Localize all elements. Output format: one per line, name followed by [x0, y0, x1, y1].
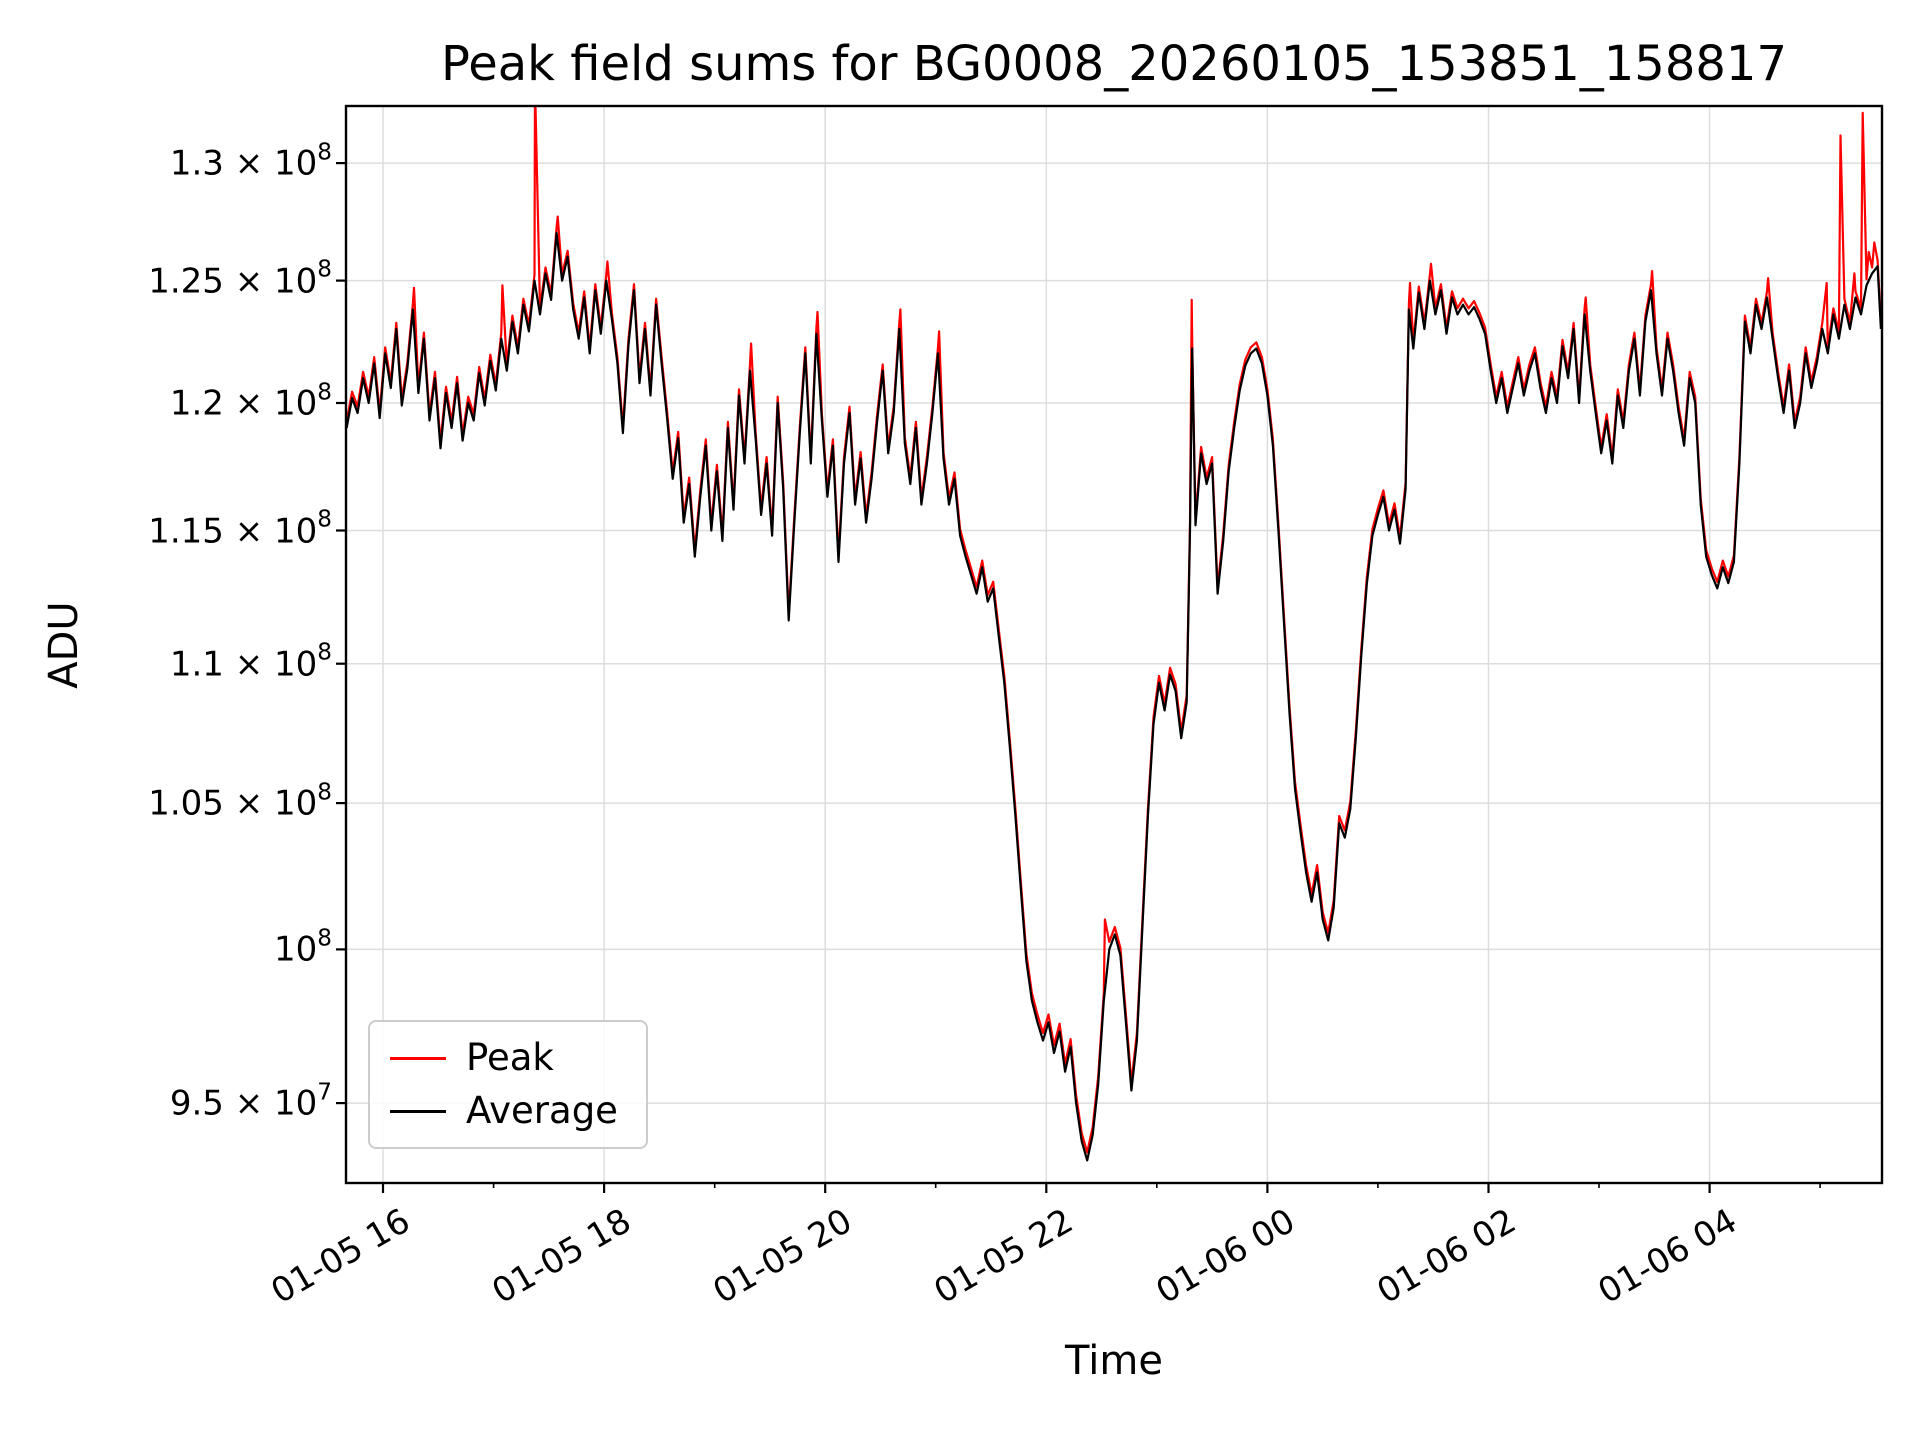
average-legend-line-icon [390, 1109, 446, 1113]
y-tick-label: 108 [274, 925, 332, 971]
y-tick-label: 1.25 × 108 [148, 256, 332, 302]
peak-series-line [346, 106, 1882, 1154]
y-tick-label: 1.05 × 108 [148, 778, 332, 824]
plot-border [344, 104, 1884, 1185]
legend-item-average: Average [390, 1088, 618, 1132]
y-tick-label: 1.15 × 108 [148, 506, 332, 552]
legend-label-peak: Peak [466, 1036, 554, 1079]
y-tick-label: 1.3 × 108 [169, 138, 332, 184]
x-axis-label: Time [1065, 1338, 1163, 1384]
average-series-line [346, 232, 1882, 1162]
y-tick-label: 9.5 × 107 [169, 1078, 332, 1124]
y-tick-label: 1.1 × 108 [169, 639, 332, 685]
y-tick-label: 1.2 × 108 [169, 378, 332, 424]
legend-item-peak: Peak [390, 1036, 618, 1079]
peak-legend-line-icon [390, 1056, 446, 1060]
chart-title: Peak field sums for BG0008_20260105_1538… [441, 36, 1787, 92]
legend: Peak Average [368, 1020, 648, 1150]
legend-label-average: Average [466, 1088, 618, 1132]
